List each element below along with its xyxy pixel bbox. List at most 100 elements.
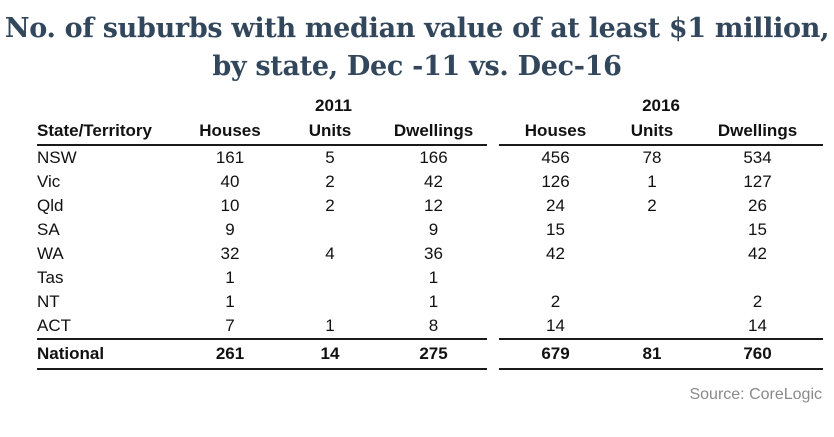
- row-label: WA: [37, 244, 64, 263]
- cell: 24: [546, 196, 565, 215]
- suburbs-table: 2011 2016 State/Territory Houses Units D…: [37, 94, 823, 370]
- table-row-nsw: NSW 161 5 166 456 78 534: [37, 145, 823, 170]
- cell: [692, 266, 823, 290]
- cell: 1: [225, 268, 235, 287]
- cell: 15: [748, 220, 767, 239]
- cell: 32: [220, 244, 240, 263]
- column-gap: [487, 194, 499, 218]
- column-gap: [487, 145, 499, 170]
- cell: [499, 266, 612, 290]
- cell: 36: [424, 244, 443, 263]
- column-gap: [487, 314, 499, 339]
- cell: 1: [428, 268, 439, 287]
- cell: 2: [550, 292, 561, 311]
- row-label: Vic: [37, 172, 61, 191]
- cell: 2: [647, 196, 657, 215]
- header-row: State/Territory Houses Units Dwellings H…: [37, 117, 823, 146]
- column-gap: [487, 242, 499, 266]
- table-row-wa: WA 32 4 36 42 42: [37, 242, 823, 266]
- cell: 166: [419, 148, 448, 167]
- cell: 2: [325, 196, 335, 215]
- row-label: Qld: [37, 196, 64, 215]
- year-2016-label: 2016: [642, 95, 680, 115]
- cell: 2: [752, 292, 763, 311]
- column-gap: [487, 170, 499, 194]
- cell: 1: [225, 292, 235, 311]
- cell: 760: [692, 338, 823, 370]
- cell: 261: [180, 338, 280, 370]
- table-row-act: ACT 7 1 8 14 14: [37, 314, 823, 339]
- cell: 1: [428, 292, 439, 311]
- column-gap: [487, 218, 499, 242]
- cell: [612, 242, 692, 266]
- row-label: NSW: [37, 148, 77, 167]
- cell: 161: [215, 148, 245, 167]
- col-header-units-2016: Units: [612, 117, 692, 146]
- row-label: National: [37, 338, 180, 370]
- column-gap: [487, 117, 499, 145]
- cell: [280, 218, 380, 242]
- table-row-qld: Qld 10 2 12 24 2 26: [37, 194, 823, 218]
- cell: 456: [541, 148, 570, 167]
- cell: [612, 266, 692, 290]
- cell: 127: [743, 172, 772, 191]
- cell: 679: [499, 338, 612, 370]
- cell: [280, 290, 380, 314]
- row-label: ACT: [37, 316, 71, 335]
- year-row-spacer: [37, 94, 180, 117]
- cell: 275: [380, 338, 487, 370]
- column-gap: [487, 339, 499, 369]
- cell: 81: [612, 338, 692, 370]
- cell: 12: [424, 196, 443, 215]
- cell: [612, 290, 692, 314]
- table-row-sa: SA 9 9 15 15: [37, 218, 823, 242]
- chart-title-line1: No. of suburbs with median value of at l…: [4, 13, 830, 44]
- cell: 26: [748, 196, 767, 215]
- cell: 14: [280, 338, 380, 370]
- cell: 9: [225, 220, 235, 239]
- cell: 78: [642, 148, 662, 167]
- table-row-vic: Vic 40 2 42 126 1 127: [37, 170, 823, 194]
- cell: 1: [325, 316, 335, 335]
- column-gap: [487, 94, 499, 117]
- cell: 2: [325, 172, 335, 191]
- cell: 7: [225, 316, 235, 335]
- cell: 42: [546, 244, 565, 263]
- cell: 534: [743, 148, 772, 167]
- cell: 42: [748, 244, 767, 263]
- cell: 42: [424, 172, 443, 191]
- cell: 126: [541, 172, 570, 191]
- col-header-dwellings-2011: Dwellings: [380, 117, 487, 146]
- chart-title-line2: by state, Dec -11 vs. Dec-16: [212, 51, 622, 82]
- cell: 14: [748, 316, 767, 335]
- column-gap: [487, 266, 499, 290]
- row-label: SA: [37, 220, 60, 239]
- source-attribution: Source: CoreLogic: [689, 386, 822, 403]
- column-gap: [487, 290, 499, 314]
- year-group-row: 2011 2016: [37, 94, 823, 117]
- cell: [280, 266, 380, 290]
- col-header-units-2011: Units: [280, 117, 380, 146]
- chart-title: No. of suburbs with median value of at l…: [0, 0, 834, 86]
- cell: 40: [220, 172, 240, 191]
- cell: 1: [647, 172, 657, 191]
- table-row-nt: NT 1 1 2 2: [37, 290, 823, 314]
- cell: 14: [546, 316, 565, 335]
- cell: 9: [428, 220, 439, 239]
- col-header-houses-2016: Houses: [499, 117, 612, 146]
- cell: 4: [325, 244, 335, 263]
- cell: 8: [428, 316, 439, 335]
- cell: 15: [546, 220, 565, 239]
- cell: 10: [220, 196, 240, 215]
- table-row-tas: Tas 1 1: [37, 266, 823, 290]
- cell: 5: [325, 148, 335, 167]
- row-label: Tas: [37, 268, 64, 287]
- year-2011-label: 2011: [315, 95, 352, 115]
- cell: [612, 218, 692, 242]
- row-label: NT: [37, 292, 60, 311]
- col-header-dwellings-2016: Dwellings: [692, 117, 823, 146]
- col-header-houses-2011: Houses: [180, 117, 280, 146]
- table-row-national-total: National 261 14 275 679 81 760: [37, 338, 823, 370]
- col-header-state-territory: State/Territory: [37, 117, 180, 146]
